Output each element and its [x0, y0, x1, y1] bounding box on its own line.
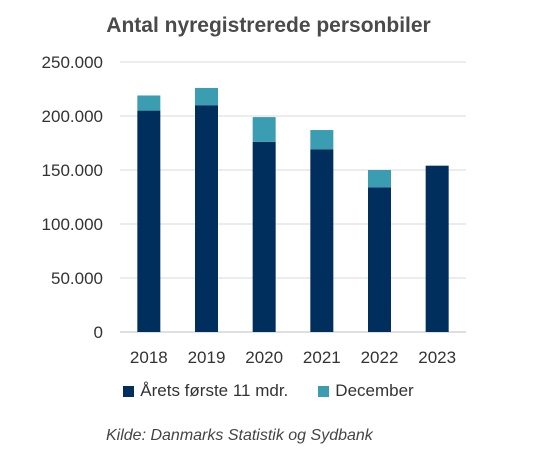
- bar-december: [252, 117, 276, 142]
- y-tick-label: 250.000: [42, 53, 103, 72]
- x-tick-label: 2021: [303, 348, 341, 367]
- bar-december: [195, 87, 218, 106]
- y-axis: 0 50.000 100.000 150.000 200.000 250.000: [42, 53, 103, 342]
- source-note: Kilde: Danmarks Statistik og Sydbank: [106, 427, 373, 444]
- gridlines: [120, 61, 466, 333]
- bar-december: [368, 170, 391, 188]
- legend-item-first-11-months: Årets første 11 mdr.: [123, 381, 288, 401]
- y-tick-label: 150.000: [42, 161, 103, 180]
- legend-swatch-december: [318, 385, 330, 397]
- x-tick-label: 2019: [188, 348, 226, 367]
- bar-december: [310, 130, 334, 150]
- x-tick-label: 2018: [130, 348, 168, 367]
- legend-label-first-11-months: Årets første 11 mdr.: [140, 381, 289, 400]
- bar-december: [137, 95, 161, 111]
- bar-first-11-months: [252, 141, 276, 332]
- chart-title: Antal nyregistrerede personbiler: [106, 14, 431, 37]
- chart-plot: 0 50.000 100.000 150.000 200.000 250.000 2018…: [42, 53, 466, 367]
- bar-first-11-months: [425, 165, 449, 332]
- bar-first-11-months: [310, 149, 334, 332]
- y-tick-label: 50.000: [51, 269, 103, 288]
- x-tick-label: 2020: [245, 348, 283, 367]
- bar-first-11-months: [195, 105, 218, 332]
- legend-item-december: December: [318, 381, 414, 401]
- x-tick-label: 2023: [418, 348, 456, 367]
- x-tick-label: 2022: [361, 348, 399, 367]
- bars: [137, 87, 449, 332]
- y-tick-label: 200.000: [42, 107, 103, 126]
- bar-first-11-months: [137, 110, 161, 332]
- legend: Årets første 11 mdr. December: [0, 381, 537, 401]
- y-tick-label: 0: [94, 323, 103, 342]
- y-tick-label: 100.000: [42, 215, 103, 234]
- x-axis: 2018 2019 2020 2021 2022 2023: [130, 348, 456, 367]
- legend-label-december: December: [335, 381, 414, 400]
- legend-swatch-first-11-months: [123, 385, 135, 397]
- bar-first-11-months: [368, 187, 391, 332]
